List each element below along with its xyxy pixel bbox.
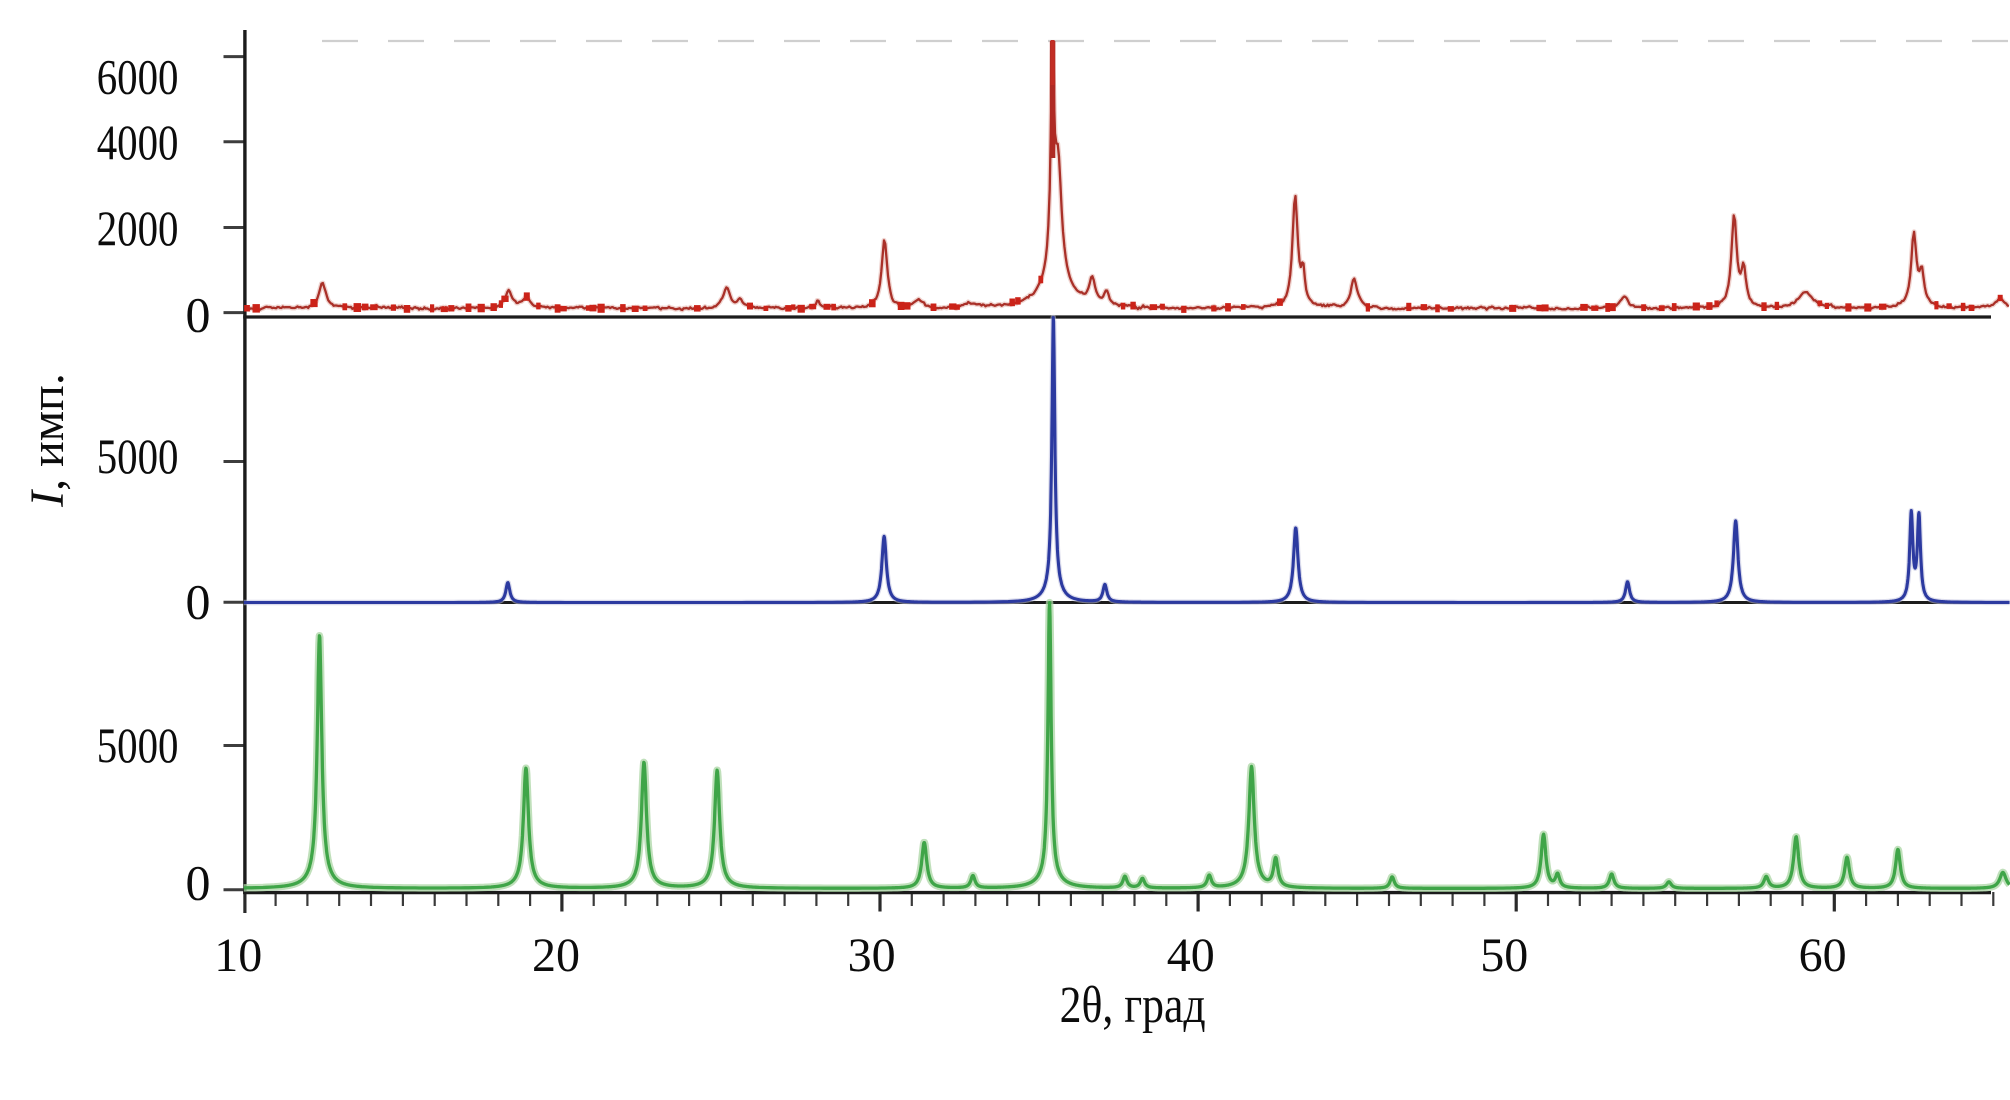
svg-text:4000: 4000 xyxy=(97,114,179,170)
svg-text:2θ, град: 2θ, град xyxy=(1060,977,1206,1034)
svg-text:30: 30 xyxy=(848,929,896,982)
svg-text:0: 0 xyxy=(186,286,211,342)
svg-text:0: 0 xyxy=(186,855,211,911)
svg-text:2000: 2000 xyxy=(97,200,179,256)
svg-text:60: 60 xyxy=(1799,929,1847,982)
svg-text:20: 20 xyxy=(532,929,580,982)
svg-text:5000: 5000 xyxy=(97,717,179,773)
svg-text:50: 50 xyxy=(1480,929,1528,982)
svg-text:40: 40 xyxy=(1167,929,1215,982)
svg-text:10: 10 xyxy=(214,929,262,982)
svg-text:I, имп.: I, имп. xyxy=(21,373,74,508)
svg-text:6000: 6000 xyxy=(97,49,179,105)
svg-text:5000: 5000 xyxy=(97,428,179,484)
svg-text:0: 0 xyxy=(186,573,211,629)
